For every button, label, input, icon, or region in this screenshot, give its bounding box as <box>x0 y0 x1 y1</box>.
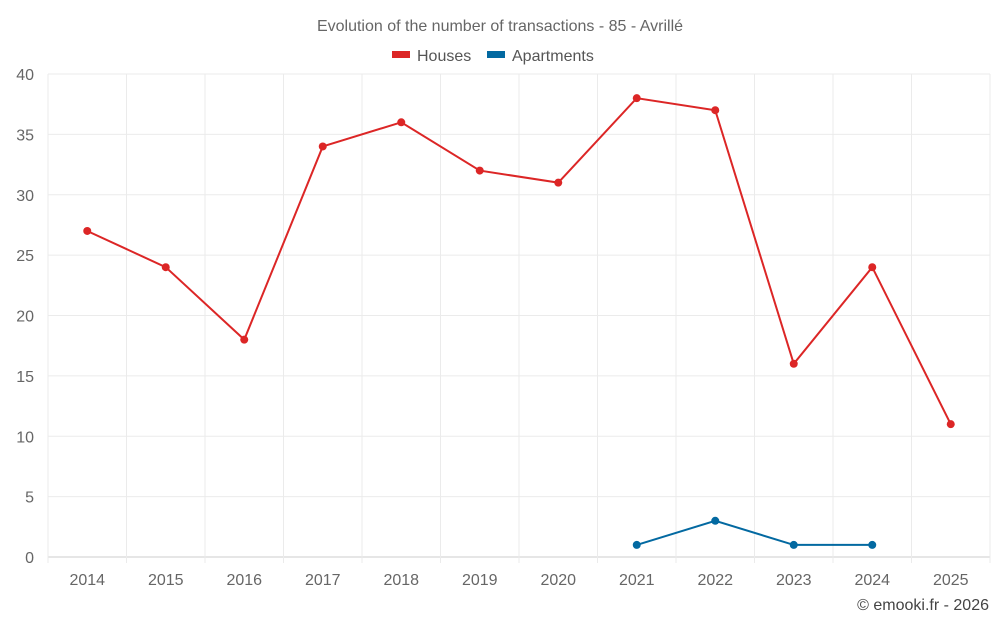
data-point <box>83 226 92 235</box>
y-tick-label: 0 <box>25 550 34 567</box>
x-tick-label: 2014 <box>69 572 105 589</box>
data-point <box>161 263 170 272</box>
x-tick-label: 2017 <box>305 572 341 589</box>
x-tick-label: 2022 <box>697 572 733 589</box>
x-tick-label: 2023 <box>776 572 812 589</box>
y-tick-label: 25 <box>16 248 34 265</box>
x-tick-label: 2021 <box>619 572 655 589</box>
x-tick-label: 2020 <box>540 572 576 589</box>
chart-title: Evolution of the number of transactions … <box>317 18 683 35</box>
y-tick-label: 15 <box>16 369 34 386</box>
y-axis: 0 5 10 15 20 25 30 35 40 <box>16 67 34 567</box>
data-point <box>789 359 798 368</box>
legend: Houses Apartments <box>392 48 594 65</box>
grid <box>47 73 991 563</box>
credit: © emooki.fr - 2026 <box>857 597 989 614</box>
data-point <box>632 94 641 103</box>
data-point <box>554 178 563 187</box>
legend-item-houses: Houses <box>392 48 471 65</box>
legend-label: Houses <box>417 48 471 65</box>
x-tick-label: 2018 <box>383 572 419 589</box>
data-point <box>711 516 720 525</box>
data-point <box>789 540 798 549</box>
data-point <box>946 420 955 429</box>
x-tick-label: 2016 <box>226 572 262 589</box>
data-point <box>397 118 406 127</box>
legend-item-apartments: Apartments <box>487 48 594 65</box>
legend-label: Apartments <box>512 48 594 65</box>
legend-swatch <box>392 51 410 58</box>
legend-swatch <box>487 51 505 58</box>
data-point <box>632 540 641 549</box>
data-point <box>711 106 720 115</box>
data-point <box>475 166 484 175</box>
y-tick-label: 35 <box>16 127 34 144</box>
series-group <box>83 94 955 549</box>
x-axis: 2014 2015 2016 2017 2018 2019 2020 2021 2022 2023… <box>69 572 968 589</box>
y-tick-label: 5 <box>25 490 34 507</box>
series-line <box>636 519 873 546</box>
y-tick-label: 40 <box>16 67 34 84</box>
series-houses <box>83 94 955 429</box>
data-point <box>868 540 877 549</box>
y-tick-label: 10 <box>16 429 34 446</box>
data-point <box>318 142 327 151</box>
series-line <box>86 97 952 425</box>
data-point <box>240 335 249 344</box>
x-tick-label: 2015 <box>148 572 184 589</box>
data-point <box>868 263 877 272</box>
x-tick-label: 2019 <box>462 572 498 589</box>
x-tick-label: 2025 <box>933 572 969 589</box>
y-tick-label: 30 <box>16 188 34 205</box>
y-tick-label: 20 <box>16 309 34 326</box>
series-apartments <box>632 516 877 549</box>
x-tick-label: 2024 <box>854 572 890 589</box>
